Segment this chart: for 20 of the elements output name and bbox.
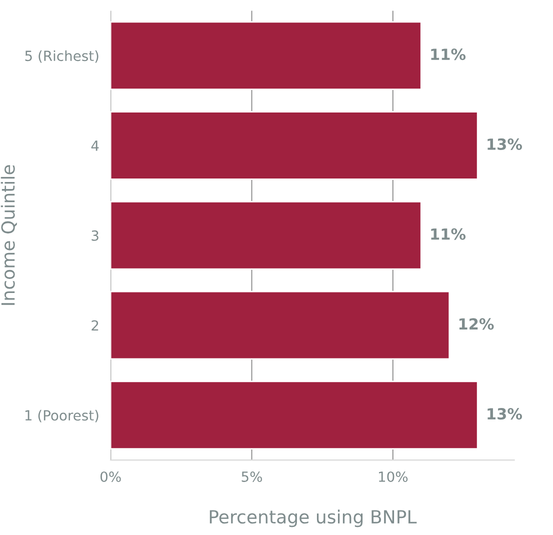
bar: [110, 290, 450, 360]
y-tick-label: 5 (Richest): [25, 50, 98, 63]
bar: [110, 21, 422, 90]
x-tick-label: 0%: [100, 471, 121, 482]
x-tick-label: 10%: [378, 471, 408, 482]
data-label: 13%: [488, 138, 522, 150]
data-label: 11%: [431, 48, 466, 60]
y-tick-label: 3: [92, 230, 98, 241]
y-axis-title: Income Quintile: [0, 165, 17, 305]
x-tick-label: 5%: [242, 471, 262, 482]
bar: [110, 380, 478, 450]
bar: [110, 201, 422, 270]
data-label: 12%: [459, 318, 494, 330]
bar: [110, 111, 478, 180]
x-axis-title: Percentage using BNPL: [210, 510, 417, 528]
y-tick-label: 2: [92, 320, 98, 331]
y-tick-label: 4: [91, 140, 99, 151]
data-label: 11%: [431, 228, 466, 240]
y-tick-label: 1 (Poorest): [25, 410, 98, 422]
data-label: 13%: [488, 408, 522, 420]
